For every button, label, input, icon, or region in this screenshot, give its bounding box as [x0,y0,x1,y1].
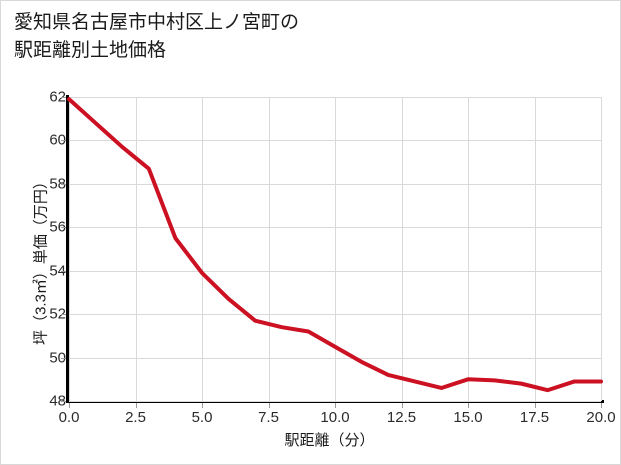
x-axis-tick-mark [601,403,602,408]
x-axis-tick-mark [135,403,137,408]
y-axis-tick-mark [61,97,66,98]
y-axis-spine [66,95,69,403]
y-axis-tick-label: 58 [49,175,66,193]
y-axis-tick-mark [61,227,66,229]
y-axis-tick-mark [61,401,66,402]
y-axis-tick-mark [61,140,66,142]
x-axis-tick-label: 12.5 [386,409,417,426]
plot-area [67,97,603,402]
y-axis-tick-mark [61,357,66,359]
y-axis-tick-mark [61,314,66,316]
x-axis-label: 駅距離（分） [284,432,375,449]
x-axis-tick-mark [335,403,336,408]
x-axis-tick-label: 7.5 [258,409,279,426]
chart-title: 愛知県名古屋市中村区上ノ宮町の 駅距離別土地価格 [14,12,300,61]
gridline-vertical [534,97,536,401]
x-axis-tick-mark [202,403,203,408]
gridline-horizontal [69,401,601,402]
y-axis-tick-label: 48 [49,392,66,410]
y-axis-tick-mark [61,183,66,185]
y-axis-tick-mark [61,270,66,272]
x-axis-tick-mark [401,403,403,408]
gridline-vertical [268,97,270,401]
gridline-vertical [401,97,403,401]
y-axis-tick-label: 62 [49,88,66,106]
gridline-vertical [335,97,336,401]
y-axis-tick-label: 52 [49,305,66,323]
y-axis-tick-label: 60 [49,131,66,149]
gridline-vertical [601,97,602,401]
x-axis-tick-label: 2.5 [125,409,146,426]
gridline-vertical [135,97,137,401]
x-axis-tick-label: 17.5 [519,409,550,426]
y-axis-ticks: 48 50 52 54 56 58 60 62 [1,1,66,464]
x-axis-tick-label: 0.0 [58,409,80,426]
x-axis-tick-label: 5.0 [191,409,213,426]
y-axis-tick-label: 56 [49,218,66,236]
x-axis-tick-mark [268,403,270,408]
gridline-vertical [468,97,469,401]
gridline-vertical [202,97,203,401]
x-axis-tick-mark [534,403,536,408]
x-axis-tick-mark [69,403,70,408]
x-axis-tick-label: 20.0 [586,409,616,426]
x-axis-tick-mark [468,403,469,408]
y-axis-tick-label: 54 [49,262,66,280]
y-axis-label: 坪（3.3㎡）単価（万円） [32,174,50,345]
line-series-price [67,97,603,393]
x-axis-ticks: 0.0 2.5 5.0 7.5 10.0 12.5 15.0 17.5 20.0 [1,403,620,433]
x-axis-tick-label: 10.0 [320,409,350,426]
y-axis-tick-label: 50 [49,349,66,367]
gridline-vertical [69,97,70,401]
x-axis-tick-label: 15.0 [453,409,483,426]
